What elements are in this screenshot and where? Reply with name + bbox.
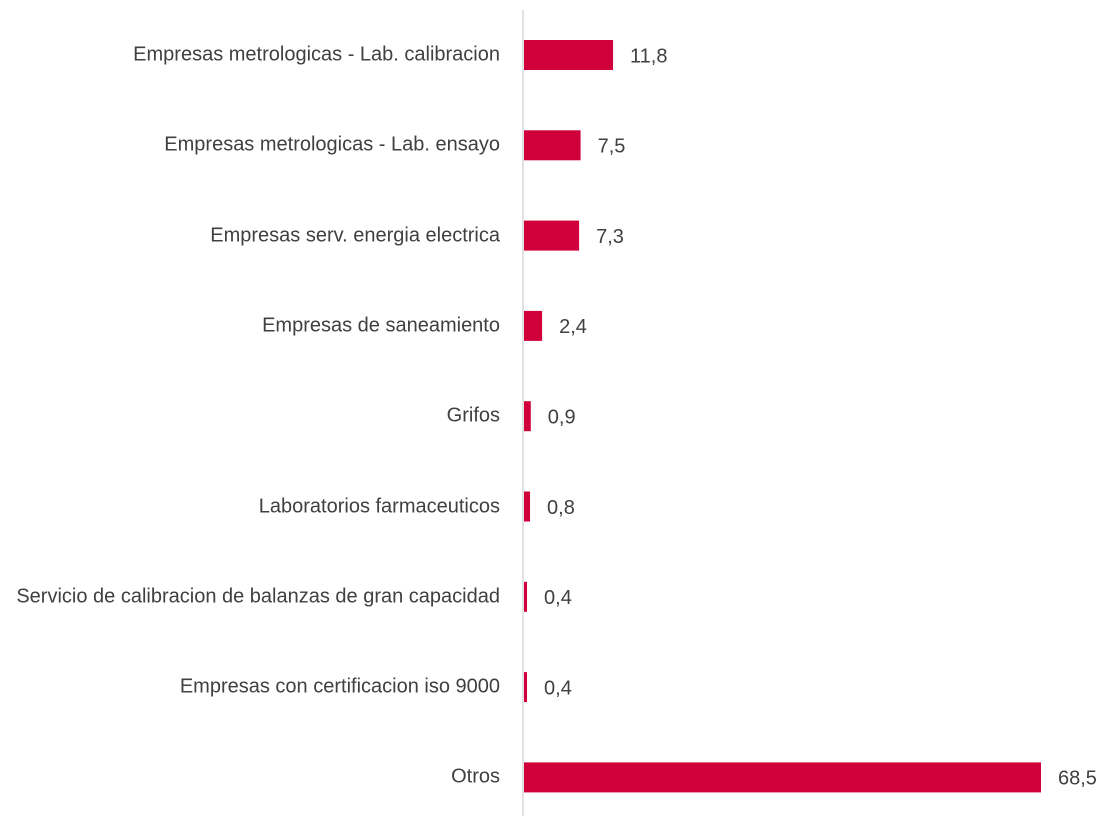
bar xyxy=(524,220,580,251)
category-label: Empresas metrologicas - Lab. ensayo xyxy=(164,133,500,156)
value-label: 7,3 xyxy=(596,226,624,248)
bar xyxy=(524,762,1041,793)
bar xyxy=(524,40,614,70)
bar xyxy=(524,401,531,432)
value-label: 2,4 xyxy=(559,316,587,338)
category-label: Laboratorios farmaceuticos xyxy=(258,495,500,517)
value-label: 0,9 xyxy=(548,406,576,428)
category-label: Empresas con certificacion iso 9000 xyxy=(179,675,500,698)
bar xyxy=(524,672,528,703)
bar xyxy=(524,581,528,612)
bar xyxy=(524,130,581,161)
value-label: 0,8 xyxy=(547,497,575,519)
category-label: Grifos xyxy=(446,404,500,427)
category-label: Empresas metrologicas - Lab. calibracion xyxy=(133,43,500,66)
value-label: 68,5 xyxy=(1058,768,1097,790)
value-label: 0,4 xyxy=(544,677,572,699)
bar xyxy=(524,310,543,341)
category-label: Otros xyxy=(451,765,500,788)
category-label: Empresas de saneamiento xyxy=(262,314,500,337)
value-label: 11,8 xyxy=(630,45,667,67)
value-label: 0,4 xyxy=(544,587,572,609)
category-label: Servicio de calibracion de balanzas de g… xyxy=(16,585,500,608)
bar xyxy=(524,491,531,522)
category-label: Empresas serv. energia electrica xyxy=(210,224,500,247)
value-label: 7,5 xyxy=(598,136,626,158)
